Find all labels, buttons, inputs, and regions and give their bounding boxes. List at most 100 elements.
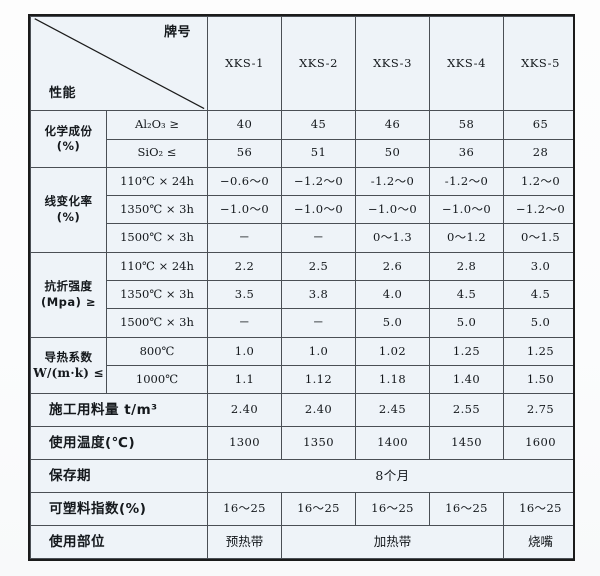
cell-fs110-xks-5: 3.0 — [503, 251, 573, 282]
cell-temp-xks-5: 1600 — [503, 426, 573, 461]
cell-fs1350-xks-3: 4.0 — [355, 280, 430, 310]
table-header-row: 牌号 性能 XKS-1 XKS-2 XKS-3 XKS-4 XKS-5 — [30, 16, 573, 112]
cell-usage-burner: 烧嘴 — [503, 524, 573, 559]
cell-al2o3-xks-3: 46 — [355, 110, 430, 140]
cell-tc1000-xks-5: 1.50 — [503, 364, 573, 395]
table-row: 1500℃ × 3h － － 0～1.3 0～1.2 0～1.5 — [31, 223, 573, 253]
cell-lcr1350-xks-4: −1.0～0 — [429, 195, 504, 225]
cell-usage-preheat-zone: 预热带 — [207, 524, 282, 559]
cell-lcr1350-xks-1: −1.0～0 — [207, 195, 282, 225]
cell-consumption-xks-4: 2.55 — [429, 393, 504, 428]
group-label-linear-change-rate: 线变化率 (%) — [30, 166, 107, 253]
diagonal-divider-icon — [33, 17, 205, 110]
column-header-xks-3: XKS-3 — [355, 16, 430, 112]
corner-header-cell: 牌号 性能 — [30, 16, 208, 112]
row-label-material-consumption: 施工用料量 t/m³ — [30, 393, 208, 428]
cell-storage-period-merged: 8个月 — [207, 459, 573, 494]
table-row: 1350℃ × 3h 3.5 3.8 4.0 4.5 4.5 — [31, 280, 573, 310]
cell-consumption-xks-5: 2.75 — [503, 393, 573, 428]
cell-tc800-xks-2: 1.0 — [281, 336, 356, 366]
column-header-xks-1: XKS-1 — [207, 16, 282, 112]
cell-tc1000-xks-4: 1.40 — [429, 364, 504, 395]
table-row: 1000℃ 1.1 1.12 1.18 1.40 1.50 — [31, 364, 573, 395]
sub-label-al2o3: Al₂O₃ ≥ — [106, 110, 208, 140]
cell-fs1350-xks-1: 3.5 — [207, 280, 282, 310]
table-row: 保存期 8个月 — [30, 459, 573, 494]
sub-label-fs-110c: 110℃ × 24h — [106, 251, 208, 282]
sub-label-tc-800c: 800℃ — [106, 336, 208, 366]
group-label-line1: 线变化率 — [44, 194, 93, 209]
table-row: 可塑料指数(%) 16～25 16～25 16～25 16～25 16～25 — [30, 492, 573, 526]
sub-label-tc-1000c: 1000℃ — [106, 364, 208, 395]
cell-lcr110-xks-1: −0.6～0 — [207, 166, 282, 197]
sub-label-fs-1350c: 1350℃ × 3h — [106, 280, 208, 310]
group-label-line2: W/(m·k) ≤ — [33, 366, 104, 381]
cell-fs110-xks-3: 2.6 — [355, 251, 430, 282]
cell-fs110-xks-1: 2.2 — [207, 251, 282, 282]
cell-fs1500-xks-3: 5.0 — [355, 308, 430, 338]
group-label-flexural-strength: 抗折强度 (Mpa) ≥ — [30, 251, 107, 338]
table-row: 施工用料量 t/m³ 2.40 2.40 2.45 2.55 2.75 — [30, 393, 573, 428]
sub-label-fs-1500c: 1500℃ × 3h — [106, 308, 208, 338]
cell-plasticity-xks-5: 16～25 — [503, 492, 573, 526]
group-label-line2: (Mpa) ≥ — [40, 294, 97, 309]
cell-fs1500-xks-5: 5.0 — [503, 308, 573, 338]
cell-temp-xks-1: 1300 — [207, 426, 282, 461]
cell-lcr1350-xks-3: −1.0～0 — [355, 195, 430, 225]
cell-temp-xks-3: 1400 — [355, 426, 430, 461]
cell-lcr1350-xks-5: −1.2～0 — [503, 195, 573, 225]
cell-fs1350-xks-4: 4.5 — [429, 280, 504, 310]
group-label-line2: (%) — [56, 139, 81, 154]
cell-plasticity-xks-3: 16～25 — [355, 492, 430, 526]
table-row: SiO₂ ≤ 56 51 50 36 28 — [31, 138, 573, 168]
cell-tc1000-xks-2: 1.12 — [281, 364, 356, 395]
cell-al2o3-xks-2: 45 — [281, 110, 356, 140]
table-row: 导热系数 W/(m·k) ≤ 800℃ 1.0 1.0 1.02 1.25 1.… — [30, 336, 573, 395]
column-header-xks-5: XKS-5 — [503, 16, 573, 112]
cell-lcr110-xks-3: -1.2～0 — [355, 166, 430, 197]
cell-tc800-xks-4: 1.25 — [429, 336, 504, 366]
corner-property-label: 性能 — [49, 85, 77, 101]
table-row: 使用部位 预热带 加热带 烧嘴 — [30, 524, 573, 559]
cell-al2o3-xks-1: 40 — [207, 110, 282, 140]
cell-lcr110-xks-2: −1.2～0 — [281, 166, 356, 197]
group-label-line1: 化学成份 — [44, 123, 93, 138]
table-row: 化学成份 (%) Al₂O₃ ≥ 40 45 46 58 65 — [30, 110, 573, 168]
spec-table-container: 牌号 性能 XKS-1 XKS-2 XKS-3 XKS-4 XKS-5 化学成份… — [28, 14, 575, 561]
sub-label-sio2: SiO₂ ≤ — [106, 138, 208, 168]
table-row: 使用温度(℃) 1300 1350 1400 1450 1600 — [30, 426, 573, 461]
sub-label-lcr-1500c: 1500℃ × 3h — [106, 223, 208, 253]
cell-lcr1500-xks-3: 0～1.3 — [355, 223, 430, 253]
cell-lcr1500-xks-2: － — [281, 223, 356, 253]
cell-usage-heating-zone: 加热带 — [281, 524, 504, 559]
corner-diagonal-wrapper: 牌号 性能 — [33, 17, 205, 110]
cell-fs1500-xks-1: － — [207, 308, 282, 338]
group-label-line2: (%) — [56, 209, 81, 224]
cell-temp-xks-2: 1350 — [281, 426, 356, 461]
cell-sio2-xks-4: 36 — [429, 138, 504, 168]
cell-fs1500-xks-2: － — [281, 308, 356, 338]
row-label-storage-period: 保存期 — [30, 459, 208, 494]
group-label-thermal-conductivity: 导热系数 W/(m·k) ≤ — [30, 336, 107, 395]
table-row: 1350℃ × 3h −1.0～0 −1.0～0 −1.0～0 −1.0～0 −… — [31, 195, 573, 225]
cell-plasticity-xks-1: 16～25 — [207, 492, 282, 526]
cell-lcr110-xks-4: -1.2～0 — [429, 166, 504, 197]
cell-sio2-xks-5: 28 — [503, 138, 573, 168]
cell-tc800-xks-1: 1.0 — [207, 336, 282, 366]
cell-al2o3-xks-4: 58 — [429, 110, 504, 140]
sub-label-lcr-110c: 110℃ × 24h — [106, 166, 208, 197]
cell-consumption-xks-2: 2.40 — [281, 393, 356, 428]
cell-fs1350-xks-5: 4.5 — [503, 280, 573, 310]
group-label-chemical-composition: 化学成份 (%) — [30, 110, 107, 168]
cell-lcr1500-xks-5: 0～1.5 — [503, 223, 573, 253]
cell-consumption-xks-3: 2.45 — [355, 393, 430, 428]
cell-tc800-xks-3: 1.02 — [355, 336, 430, 366]
cell-fs110-xks-2: 2.5 — [281, 251, 356, 282]
column-header-xks-4: XKS-4 — [429, 16, 504, 112]
cell-tc1000-xks-3: 1.18 — [355, 364, 430, 395]
table-row: 线变化率 (%) 110℃ × 24h −0.6～0 −1.2～0 -1.2～0… — [30, 166, 573, 253]
refractory-spec-table: 牌号 性能 XKS-1 XKS-2 XKS-3 XKS-4 XKS-5 化学成份… — [30, 16, 573, 559]
cell-plasticity-xks-2: 16～25 — [281, 492, 356, 526]
cell-tc800-xks-5: 1.25 — [503, 336, 573, 366]
cell-fs110-xks-4: 2.8 — [429, 251, 504, 282]
